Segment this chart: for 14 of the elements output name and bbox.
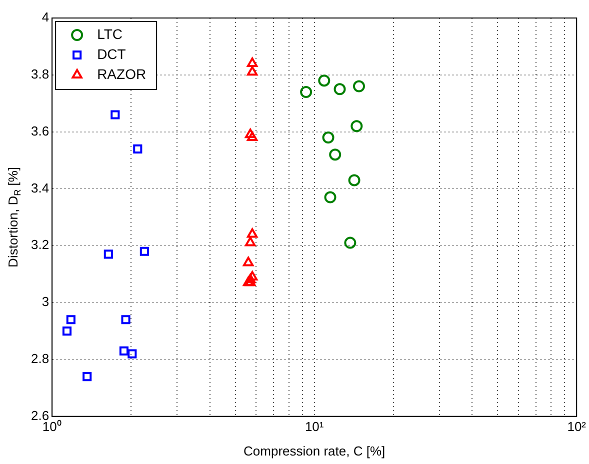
legend-label: LTC	[97, 26, 122, 42]
x-axis-title: Compression rate, C [%]	[244, 444, 386, 459]
y-axis-title: Distortion, DR [%]	[6, 166, 22, 268]
legend-label: RAZOR	[97, 66, 146, 82]
y-tick-label: 3.4	[30, 180, 50, 196]
y-tick-label: 3.8	[30, 66, 50, 82]
legend-label: DCT	[97, 46, 126, 62]
y-tick-label: 3.2	[30, 237, 50, 252]
y-tick-label: 2.8	[30, 351, 50, 366]
y-tick-label: 3.6	[30, 123, 50, 138]
x-tick-label: 10¹	[304, 418, 324, 434]
x-tick-label: 10²	[567, 418, 587, 434]
y-tick-label: 3	[42, 294, 50, 310]
y-tick-label: 4	[42, 10, 50, 25]
